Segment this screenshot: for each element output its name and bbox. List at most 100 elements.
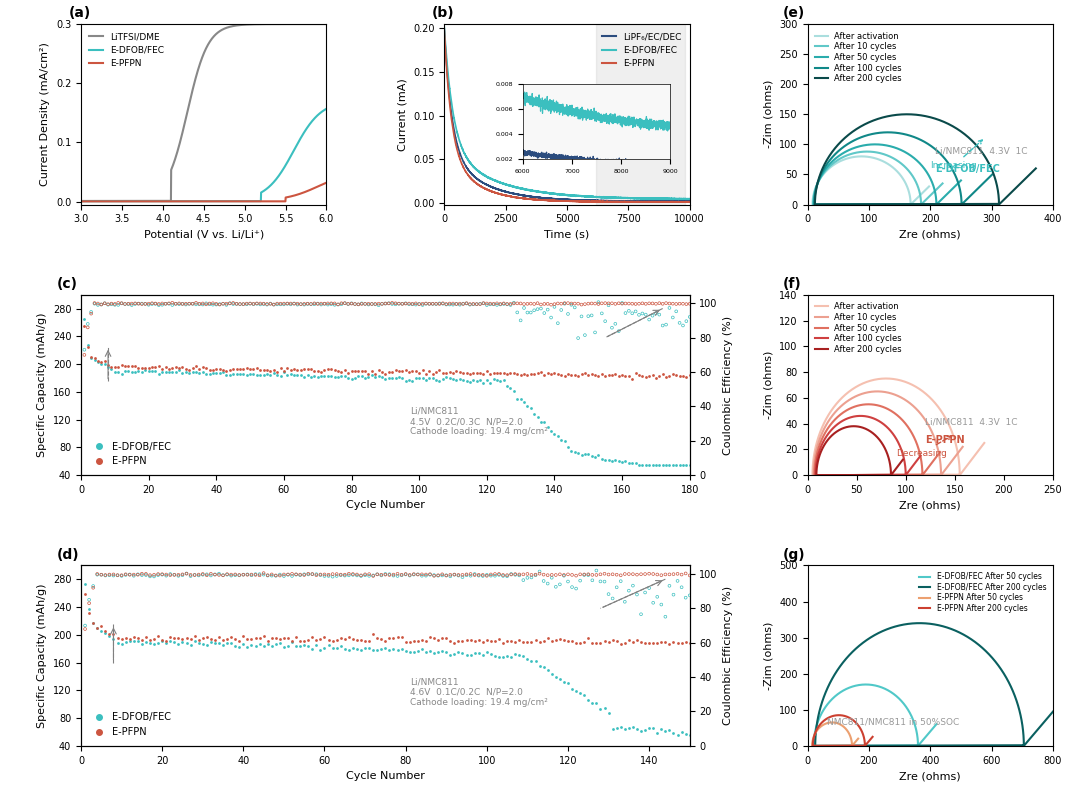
Point — [502, 298, 519, 311]
Point — [180, 298, 198, 310]
Point — [336, 642, 353, 655]
Point — [640, 313, 658, 326]
Point — [218, 364, 235, 377]
Point — [404, 375, 421, 387]
Point — [130, 569, 147, 581]
Point — [109, 298, 126, 311]
Point — [162, 568, 179, 581]
Point — [604, 369, 621, 382]
Point — [350, 365, 367, 378]
Text: E-DFOB/FEC: E-DFOB/FEC — [935, 164, 1000, 174]
Point — [495, 367, 512, 380]
Point — [623, 373, 640, 386]
Point — [389, 567, 406, 580]
Point — [340, 569, 357, 581]
Point — [404, 298, 421, 310]
Point — [393, 569, 410, 581]
Point — [678, 298, 696, 310]
Point — [446, 637, 463, 650]
Point — [572, 448, 590, 461]
Point — [373, 642, 390, 655]
Point — [336, 297, 353, 310]
Point — [231, 640, 248, 653]
Point — [157, 298, 174, 310]
Point — [279, 368, 296, 381]
Point — [361, 634, 378, 647]
Point — [109, 569, 126, 581]
Point — [370, 299, 388, 312]
Point — [77, 588, 94, 601]
Point — [640, 722, 658, 735]
Point — [320, 638, 337, 651]
Point — [160, 297, 177, 310]
Point — [218, 298, 235, 310]
Point — [509, 367, 526, 380]
Point — [333, 297, 350, 310]
Point — [441, 371, 458, 384]
Point — [644, 459, 661, 472]
Point — [645, 722, 662, 735]
Point — [269, 298, 286, 310]
Point — [669, 728, 686, 741]
Point — [215, 366, 232, 379]
Point — [225, 367, 242, 380]
Point — [623, 307, 640, 320]
Point — [576, 568, 593, 581]
Point — [667, 305, 685, 318]
Point — [198, 362, 215, 375]
Text: Decreasing: Decreasing — [896, 436, 951, 458]
Point — [174, 298, 191, 310]
Point — [539, 577, 556, 590]
Point — [374, 298, 391, 310]
Point — [553, 298, 570, 310]
Point — [147, 361, 164, 374]
Point — [502, 298, 519, 310]
Point — [464, 298, 482, 310]
Point — [482, 298, 499, 310]
Point — [380, 297, 397, 310]
Point — [198, 298, 215, 310]
Point — [441, 298, 458, 311]
Point — [103, 360, 120, 373]
Point — [542, 298, 559, 311]
Point — [109, 631, 126, 644]
Point — [141, 570, 159, 583]
Point — [563, 297, 580, 310]
Point — [181, 569, 199, 582]
Point — [527, 569, 544, 581]
Point — [604, 455, 621, 468]
Point — [198, 368, 215, 381]
Point — [100, 628, 118, 641]
Point — [545, 301, 563, 314]
Point — [181, 638, 199, 651]
Point — [674, 298, 691, 310]
Point — [363, 365, 380, 378]
Point — [633, 568, 650, 581]
Point — [580, 310, 597, 322]
Point — [671, 317, 688, 330]
Point — [326, 371, 343, 383]
Point — [437, 298, 455, 310]
Point — [515, 650, 532, 662]
Point — [526, 367, 543, 380]
Point — [470, 569, 487, 581]
Point — [393, 365, 410, 378]
Point — [580, 568, 597, 581]
Legend: E-DFOB/FEC, E-PFPN: E-DFOB/FEC, E-PFPN — [86, 708, 175, 741]
Point — [623, 298, 640, 310]
Point — [283, 634, 300, 647]
Point — [76, 348, 93, 361]
Point — [251, 637, 268, 650]
Point — [661, 459, 678, 472]
Point — [207, 367, 225, 379]
Point — [507, 569, 524, 581]
Point — [634, 307, 651, 320]
Point — [178, 567, 195, 580]
Point — [535, 574, 552, 587]
Point — [507, 568, 524, 581]
Point — [315, 298, 333, 310]
Point — [586, 298, 604, 310]
Point — [170, 569, 187, 581]
Point — [559, 307, 577, 320]
Point — [252, 298, 269, 311]
